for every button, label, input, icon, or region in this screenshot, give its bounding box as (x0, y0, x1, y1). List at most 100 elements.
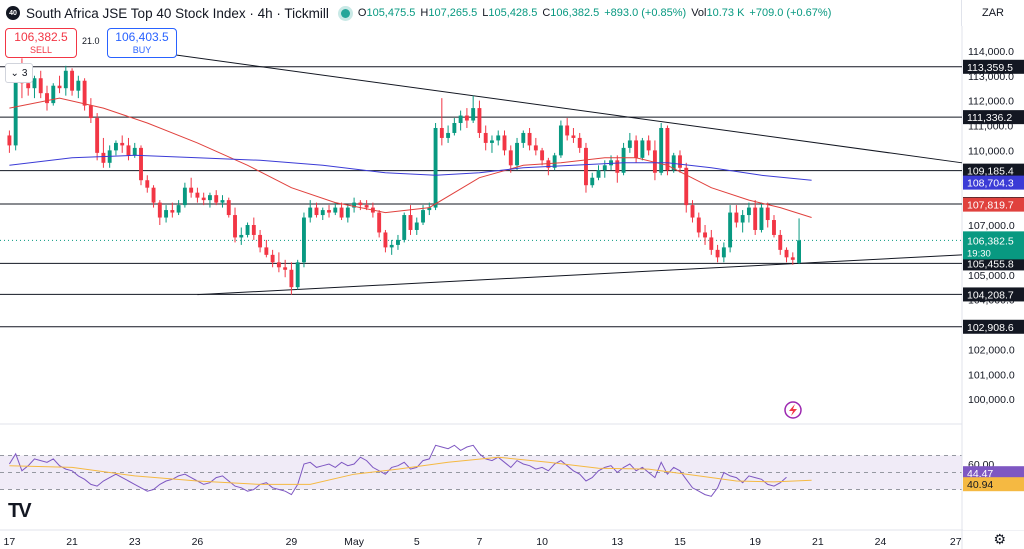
candle-body (139, 147, 143, 181)
candle-body (477, 108, 482, 133)
buy-price: 106,403.5 (115, 30, 169, 44)
candle-body (759, 207, 764, 230)
candle-body (95, 118, 100, 153)
candle-body (684, 167, 689, 206)
ohlc-key: C (542, 7, 551, 19)
trendline (109, 45, 963, 164)
candle-body (602, 165, 607, 171)
symbol-title[interactable]: South Africa JSE Top 40 Stock Index · 4h… (26, 5, 329, 21)
candle-body (665, 127, 670, 171)
candle-body (145, 180, 150, 188)
candle-body (132, 147, 137, 156)
candle-body (640, 140, 645, 158)
candle-body (82, 80, 87, 106)
lightning-bolt-icon (789, 404, 797, 416)
candle-body (577, 137, 582, 148)
candle-body (433, 127, 438, 208)
candle-body (101, 152, 106, 163)
y-tick-label: 112,000.0 (968, 96, 1014, 108)
candle-body (283, 267, 288, 270)
candle-body (120, 142, 125, 146)
candle-body (389, 244, 394, 248)
buy-button[interactable]: 106,403.5 BUY (107, 28, 177, 58)
level-label-bg (963, 319, 1024, 334)
candle-body (214, 195, 219, 203)
candle-body (270, 254, 275, 263)
ohlc-key: Vol (691, 7, 707, 19)
slow-ma-line (9, 154, 812, 181)
candle-body (239, 234, 244, 238)
x-tick-label: 15 (674, 536, 686, 548)
sell-button[interactable]: 106,382.5 SELL (5, 28, 77, 58)
lightning-icon (784, 401, 802, 419)
y-tick-label: 114,000.0 (968, 46, 1014, 58)
last-price-label: 106,382.5 (967, 235, 1014, 247)
candle-body (51, 85, 56, 104)
ma-value-label-bg (963, 197, 1024, 212)
candle-body (715, 249, 720, 258)
candle-body (540, 150, 545, 161)
rsi-ma-line (9, 456, 812, 485)
candle-body (276, 262, 281, 268)
candle-body (377, 212, 382, 233)
tradingview-logo-icon: TV (8, 500, 32, 522)
x-tick-label: 21 (66, 536, 78, 548)
x-tick-label: 7 (477, 536, 483, 548)
candle-body (496, 135, 501, 141)
ohlc-item: +893.0 (+0.85%) (604, 7, 686, 19)
level-label-bg (963, 287, 1024, 302)
candle-body (596, 170, 601, 178)
candle-body (295, 262, 300, 288)
x-tick-label: 23 (129, 536, 141, 548)
currency-selector[interactable]: ZAR (961, 0, 1024, 26)
level-label: 105,455.8 (967, 258, 1014, 270)
x-tick-label: 26 (192, 536, 204, 548)
ohlc-key: O (357, 7, 367, 19)
trendline (197, 254, 963, 296)
candle-body (565, 125, 570, 136)
last-price-tag-bg (963, 231, 1024, 260)
candle-body (797, 240, 801, 263)
y-tick-label: 101,000.0 (968, 369, 1015, 381)
y-tick-label: 100,000.0 (968, 394, 1015, 406)
candle-body (164, 210, 169, 218)
candle-body (88, 105, 93, 119)
sell-label: SELL (29, 45, 53, 55)
candle-body (170, 210, 175, 213)
candle-body (646, 140, 651, 151)
rsi-value-label: 40.94 (967, 479, 993, 491)
candle-body (634, 140, 639, 158)
candle-body (533, 145, 538, 151)
candle-body (157, 202, 162, 218)
gear-icon[interactable]: ⚙ (993, 531, 1006, 547)
candle-body (790, 257, 795, 260)
ohlc-value: +893.0 (+0.85%) (604, 7, 687, 19)
ohlc-value: +709.0 (+0.67%) (749, 7, 832, 19)
candle-body (521, 132, 526, 143)
y-tick-label: 107,000.0 (968, 220, 1015, 232)
x-tick-label: 10 (536, 536, 548, 548)
candle-body (57, 85, 62, 89)
candle-body (182, 187, 187, 206)
candle-body (446, 132, 451, 138)
candle-body (609, 160, 613, 166)
candle-body (32, 78, 37, 89)
candle-body (126, 145, 131, 156)
x-tick-label: 24 (875, 536, 887, 548)
candle-body (746, 207, 751, 216)
candle-body (772, 220, 776, 235)
candle-body (558, 125, 563, 156)
candle-body (740, 215, 745, 223)
candle-body (364, 205, 369, 208)
candle-body (784, 249, 789, 258)
candle-body (289, 269, 294, 288)
candle-body (690, 205, 695, 218)
rsi-value-label: 44.47 (967, 468, 993, 480)
ohlc-item: C106,382.5 (542, 7, 599, 19)
candle-body (70, 70, 75, 91)
indicators-toggle-button[interactable]: ⌄ 3 (5, 63, 33, 83)
ma-value-label: 108,704.3 (967, 178, 1014, 190)
spread-value: 21.0 (82, 36, 100, 46)
candle-body (703, 232, 707, 238)
